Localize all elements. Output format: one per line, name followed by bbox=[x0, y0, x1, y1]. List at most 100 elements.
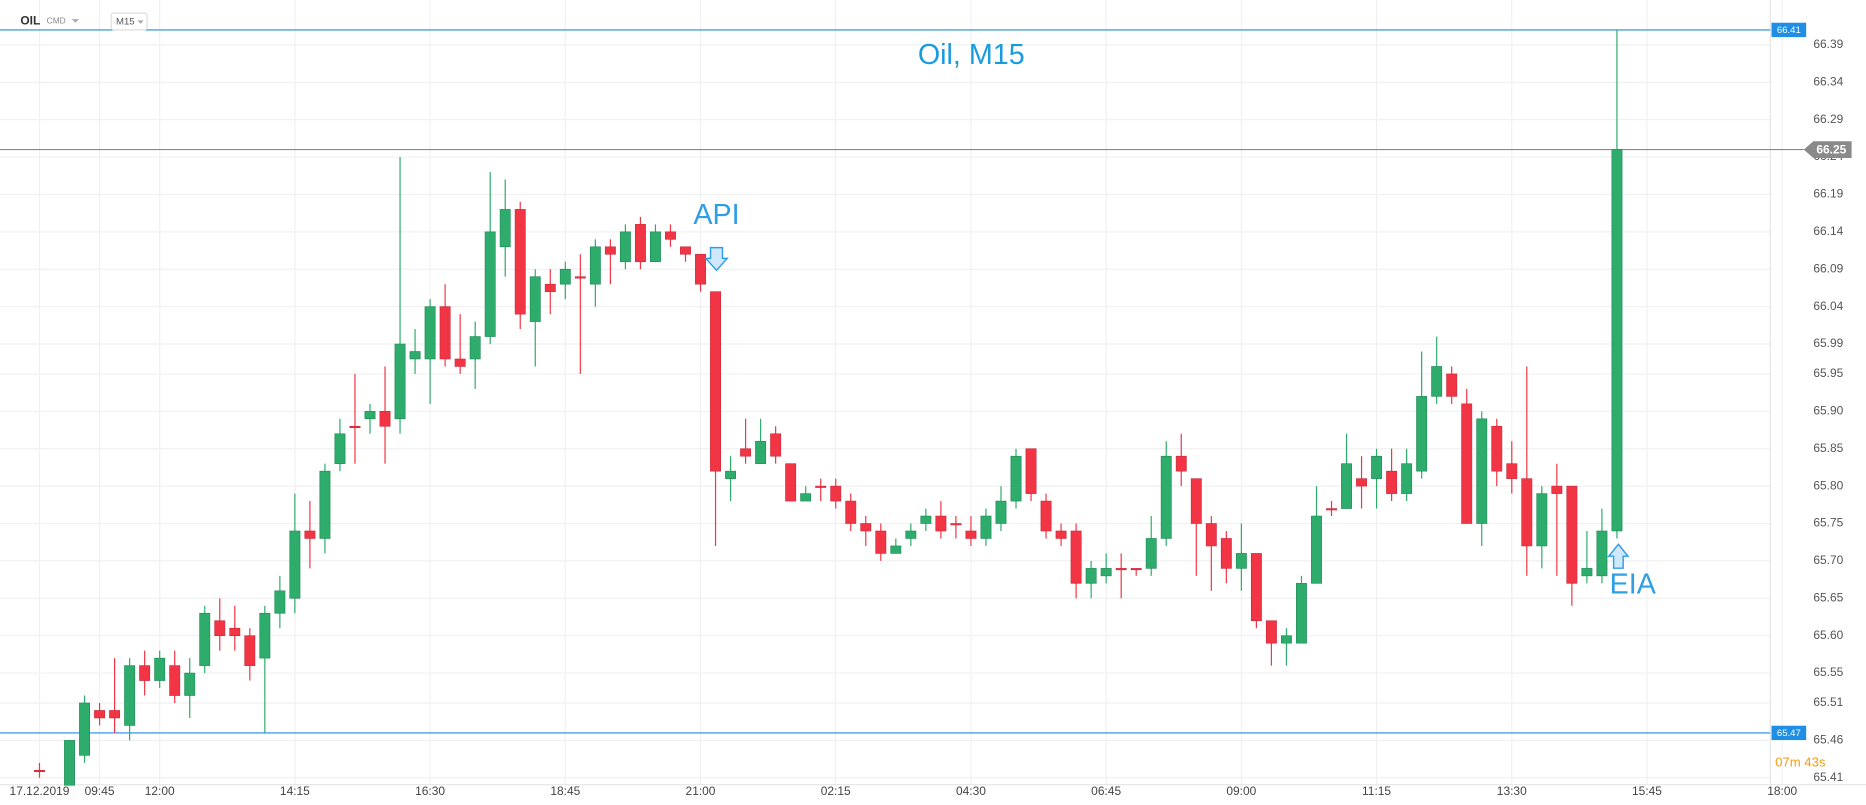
symbol-caret[interactable] bbox=[71, 19, 79, 23]
candle-body bbox=[1521, 478, 1533, 547]
x-tick-label: 17.12.2019 bbox=[10, 784, 70, 798]
candle-body bbox=[1250, 553, 1262, 622]
candle-body bbox=[259, 612, 271, 659]
candle-body bbox=[1010, 455, 1022, 502]
candle-body bbox=[905, 530, 917, 539]
candle-body bbox=[770, 433, 782, 457]
candle-body bbox=[514, 209, 526, 315]
candle-body bbox=[800, 493, 812, 502]
levels bbox=[0, 29, 1804, 734]
bar-timer: 07m 43s bbox=[1775, 755, 1826, 770]
candle-body bbox=[1175, 455, 1187, 472]
candle-body bbox=[139, 665, 151, 681]
y-tick-label: 65.41 bbox=[1813, 770, 1843, 784]
timeframe-box[interactable] bbox=[110, 12, 148, 31]
candle-body bbox=[454, 358, 466, 367]
candle-body bbox=[469, 336, 481, 360]
y-tick-label: 65.60 bbox=[1813, 628, 1843, 642]
candle-body bbox=[695, 253, 706, 285]
candle-body bbox=[229, 627, 241, 636]
candle-body bbox=[1115, 568, 1127, 571]
candle-body bbox=[1025, 448, 1037, 494]
y-tick-label: 65.75 bbox=[1813, 516, 1843, 530]
candle-body bbox=[1220, 538, 1232, 569]
candle-body bbox=[1431, 366, 1443, 397]
candle-body bbox=[710, 291, 721, 472]
candle-body bbox=[634, 224, 646, 263]
candle-body bbox=[64, 740, 75, 786]
candle-body bbox=[1130, 568, 1142, 571]
candle-body bbox=[1461, 403, 1473, 524]
y-tick-label: 66.34 bbox=[1813, 74, 1843, 88]
candle-body bbox=[1190, 478, 1202, 524]
candle-body bbox=[1386, 470, 1398, 494]
candle-body bbox=[1476, 418, 1488, 524]
x-tick-label: 16:30 bbox=[415, 784, 445, 798]
candle-body bbox=[815, 485, 827, 488]
candle-body bbox=[1371, 455, 1383, 479]
candle-body bbox=[1611, 149, 1623, 532]
candle-body bbox=[529, 276, 541, 322]
candle-body bbox=[379, 411, 391, 427]
candle-body bbox=[950, 523, 962, 526]
y-tick-label: 65.55 bbox=[1813, 665, 1843, 679]
candle-body bbox=[1265, 620, 1277, 644]
candle-body bbox=[1235, 553, 1247, 569]
x-tick-label: 11:15 bbox=[1362, 784, 1391, 798]
y-tick-label: 65.51 bbox=[1813, 695, 1843, 709]
y-tick-label: 66.04 bbox=[1813, 299, 1843, 313]
candle-body bbox=[1356, 478, 1367, 487]
candle-body bbox=[34, 770, 45, 773]
candle-body bbox=[154, 657, 166, 681]
x-tick-label: 13:30 bbox=[1497, 784, 1527, 798]
candle-body bbox=[1040, 500, 1052, 532]
y-tick-label: 66.39 bbox=[1813, 37, 1843, 51]
candle-body bbox=[1160, 455, 1172, 539]
candle-body bbox=[1491, 425, 1503, 472]
candle-body bbox=[860, 523, 872, 532]
candle-body bbox=[680, 246, 691, 255]
candles bbox=[34, 29, 1623, 786]
candle-body bbox=[484, 231, 496, 337]
candle-body bbox=[124, 665, 136, 726]
candle-body bbox=[79, 702, 90, 756]
candle-body bbox=[890, 545, 902, 554]
x-tick-label: 18:45 bbox=[550, 784, 580, 798]
level-label: 66.41 bbox=[1777, 25, 1801, 36]
candle-body bbox=[1536, 493, 1548, 547]
candle-body bbox=[1085, 568, 1097, 584]
candle-body bbox=[1446, 373, 1458, 397]
level-label-bg bbox=[1771, 22, 1807, 38]
candle-body bbox=[1311, 515, 1322, 584]
candle-body bbox=[364, 411, 376, 420]
timeframe[interactable]: M15 bbox=[116, 17, 135, 28]
candle-body bbox=[1326, 508, 1337, 511]
symbol[interactable]: OIL bbox=[20, 14, 40, 28]
annotation-arrow bbox=[704, 246, 729, 272]
candle-body bbox=[319, 470, 331, 539]
candle-body bbox=[244, 635, 256, 666]
x-tick-label: 12:00 bbox=[145, 784, 175, 798]
timeframe-caret[interactable] bbox=[137, 20, 144, 24]
candle-body bbox=[1551, 485, 1563, 494]
candle-body bbox=[1596, 530, 1608, 577]
labels: 66.3966.3466.2966.2466.1966.1466.0966.04… bbox=[10, 22, 1852, 798]
candle-body bbox=[439, 306, 451, 360]
candle-body bbox=[184, 672, 196, 696]
candle-body bbox=[665, 231, 676, 240]
candle-body bbox=[1055, 530, 1067, 539]
candle-body bbox=[1280, 635, 1292, 644]
candle-body bbox=[304, 530, 316, 539]
y-tick-label: 65.70 bbox=[1813, 553, 1843, 567]
candle-body bbox=[289, 530, 301, 599]
candle-body bbox=[499, 209, 511, 248]
last-price-label: 66.25 bbox=[1816, 142, 1846, 156]
candle-body bbox=[1145, 538, 1157, 569]
market: CMD bbox=[47, 16, 66, 26]
candle-body bbox=[619, 231, 631, 263]
candle-body bbox=[995, 500, 1007, 524]
candle-body bbox=[604, 246, 616, 255]
